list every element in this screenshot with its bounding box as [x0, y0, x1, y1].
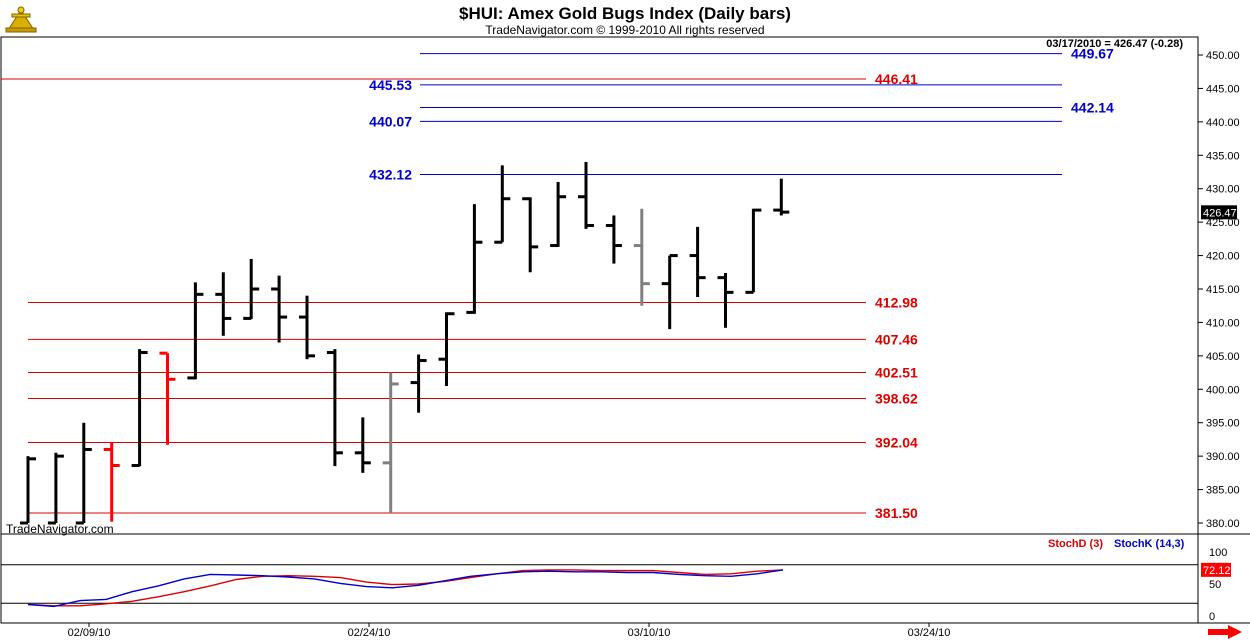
- y-tick-label: 390.00: [1206, 451, 1240, 463]
- support-label: 392.04: [875, 435, 918, 451]
- stoch-tick-label: 100: [1209, 547, 1227, 559]
- y-tick-label: 385.00: [1206, 485, 1240, 497]
- support-label: 407.46: [875, 331, 918, 347]
- y-tick-label: 410.00: [1206, 317, 1240, 329]
- y-tick-label: 415.00: [1206, 284, 1240, 296]
- stoch-tick-label: 50: [1209, 579, 1221, 591]
- support-label: 381.50: [875, 505, 918, 521]
- resistance-label: 440.07: [369, 113, 412, 129]
- y-tick-label: 400.00: [1206, 384, 1240, 396]
- right-arrow-icon[interactable]: [1208, 625, 1242, 639]
- y-tick-label: 395.00: [1206, 418, 1240, 430]
- resistance-label: 442.14: [1071, 100, 1114, 116]
- y-tick-label: 405.00: [1206, 351, 1240, 363]
- stoch-line: [28, 570, 783, 607]
- y-tick-label: 380.00: [1206, 518, 1240, 530]
- resistance-label: 445.53: [369, 77, 412, 93]
- plot-border: [1, 37, 1198, 623]
- support-label: 412.98: [875, 295, 918, 311]
- x-tick-label: 02/24/10: [348, 627, 391, 639]
- legend-stochk: StochK (14,3): [1114, 538, 1185, 550]
- stoch-tick-label: 0: [1209, 611, 1215, 623]
- last-price-label: 426.47: [1203, 207, 1237, 219]
- resistance-label: 432.12: [369, 167, 412, 183]
- support-label: 398.62: [875, 391, 918, 407]
- quote-readout: 03/17/2010 = 426.47 (-0.28): [1046, 38, 1183, 50]
- watermark: TradeNavigator.com: [6, 522, 114, 536]
- y-tick-label: 435.00: [1206, 150, 1240, 162]
- x-tick-label: 03/10/10: [628, 627, 671, 639]
- y-tick-label: 430.00: [1206, 184, 1240, 196]
- stoch-last-label: 72.12: [1203, 565, 1231, 577]
- x-tick-label: 03/24/10: [908, 627, 951, 639]
- y-tick-label: 445.00: [1206, 83, 1240, 95]
- y-tick-label: 420.00: [1206, 251, 1240, 263]
- y-tick-label: 440.00: [1206, 117, 1240, 129]
- stoch-line: [28, 570, 783, 606]
- x-tick-label: 02/09/10: [68, 627, 111, 639]
- support-label: 402.51: [875, 365, 918, 381]
- y-tick-label: 450.00: [1206, 50, 1240, 62]
- legend-stochd: StochD (3): [1048, 538, 1103, 550]
